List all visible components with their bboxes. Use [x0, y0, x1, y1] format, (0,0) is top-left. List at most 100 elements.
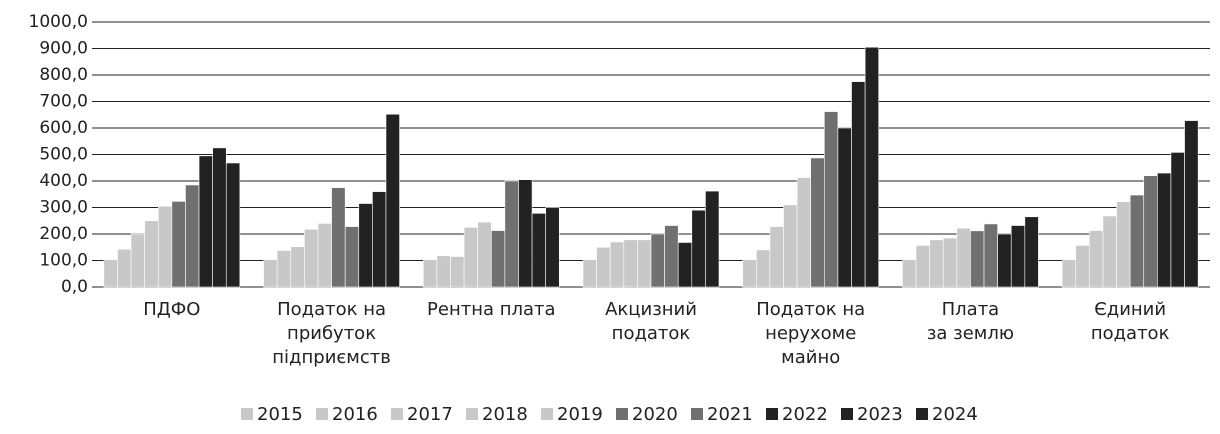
- bar: [290, 246, 305, 288]
- legend-swatch: [916, 408, 928, 420]
- bar: [1075, 245, 1090, 288]
- bar: [742, 260, 757, 288]
- x-tick-label: Плата за землю: [926, 299, 1015, 344]
- bar: [225, 162, 241, 288]
- bar: [956, 227, 971, 288]
- x-tick-label: ПДФО: [143, 299, 201, 320]
- y-tick-label: 800,0: [39, 65, 88, 85]
- bar: [490, 230, 506, 288]
- legend-label: 2024: [932, 404, 978, 425]
- bar: [531, 213, 546, 288]
- bar: [609, 241, 625, 288]
- bar: [477, 221, 492, 288]
- bar: [1157, 172, 1172, 288]
- bar: [171, 201, 186, 288]
- bar: [1170, 152, 1185, 288]
- bar: [1102, 215, 1117, 288]
- bar: [331, 187, 346, 288]
- bar: [837, 127, 852, 288]
- bar: [276, 250, 292, 288]
- bar: [783, 204, 798, 288]
- y-tick-label: 200,0: [39, 224, 88, 244]
- legend-label: 2015: [257, 404, 303, 425]
- bar: [117, 248, 132, 288]
- bar: [824, 111, 839, 288]
- legend-label: 2018: [482, 404, 528, 425]
- legend-label: 2017: [407, 404, 453, 425]
- bar: [1024, 216, 1039, 288]
- bar: [915, 245, 930, 288]
- y-tick-label: 900,0: [39, 39, 88, 59]
- legend-swatch: [616, 408, 628, 420]
- y-tick-label: 400,0: [39, 171, 88, 191]
- bar: [1089, 230, 1104, 288]
- bar: [344, 226, 360, 288]
- bar: [185, 184, 200, 288]
- bar: [902, 260, 917, 288]
- bar: [864, 46, 880, 288]
- bar: [929, 239, 944, 288]
- bar: [983, 223, 998, 288]
- legend-swatch: [466, 408, 478, 420]
- bar: [422, 260, 438, 288]
- bar: [691, 209, 706, 288]
- bar: [1184, 120, 1199, 288]
- bar: [705, 190, 720, 288]
- bar: [463, 227, 478, 288]
- bar: [796, 177, 812, 288]
- bar: [851, 81, 866, 288]
- legend-swatch: [766, 408, 778, 420]
- y-tick-label: 1000,0: [29, 12, 88, 32]
- x-tick-label: Податок на прибуток підприємств: [272, 299, 391, 368]
- bar: [103, 260, 118, 288]
- legend-label: 2020: [632, 404, 678, 425]
- bar: [1061, 260, 1077, 288]
- bar: [1143, 175, 1158, 288]
- legend-label: 2023: [857, 404, 903, 425]
- bar: [970, 230, 985, 288]
- bar: [450, 256, 465, 288]
- bar: [637, 239, 652, 288]
- bar: [436, 255, 451, 288]
- y-tick-label: 600,0: [39, 118, 88, 138]
- legend-swatch: [691, 408, 703, 420]
- y-tick-label: 0,0: [61, 277, 88, 297]
- x-tick-label: Податок на нерухоме майно: [756, 299, 866, 368]
- bar: [385, 113, 400, 288]
- legend-swatch: [541, 408, 553, 420]
- legend-label: 2019: [557, 404, 603, 425]
- bar: [997, 233, 1012, 288]
- x-tick-label: Акцизний податок: [605, 299, 697, 344]
- bar: [198, 155, 213, 288]
- y-tick-label: 500,0: [39, 145, 88, 165]
- y-tick-label: 100,0: [39, 251, 88, 271]
- bar: [1010, 225, 1026, 288]
- bar: [664, 225, 679, 288]
- bar: [130, 233, 145, 288]
- bar: [317, 223, 332, 288]
- bar: [596, 246, 611, 288]
- x-tick-label: Рентна плата: [427, 299, 556, 320]
- bar: [1116, 201, 1131, 288]
- bar: [677, 242, 693, 288]
- bar: [157, 205, 173, 288]
- legend-label: 2022: [782, 404, 828, 425]
- y-tick-label: 300,0: [39, 198, 88, 218]
- legend-label: 2021: [707, 404, 753, 425]
- legend-swatch: [391, 408, 403, 420]
- bar: [1129, 194, 1145, 288]
- bar: [650, 233, 665, 288]
- legend-label: 2016: [332, 404, 378, 425]
- bar: [372, 191, 387, 288]
- bar: [942, 237, 958, 288]
- bar: [263, 260, 278, 288]
- bar: [545, 207, 560, 288]
- legend-swatch: [316, 408, 328, 420]
- x-tick-label: Єдиний податок: [1090, 299, 1170, 344]
- bar: [144, 220, 159, 288]
- bar: [304, 228, 319, 288]
- y-tick-label: 700,0: [39, 92, 88, 112]
- bar: [358, 203, 373, 288]
